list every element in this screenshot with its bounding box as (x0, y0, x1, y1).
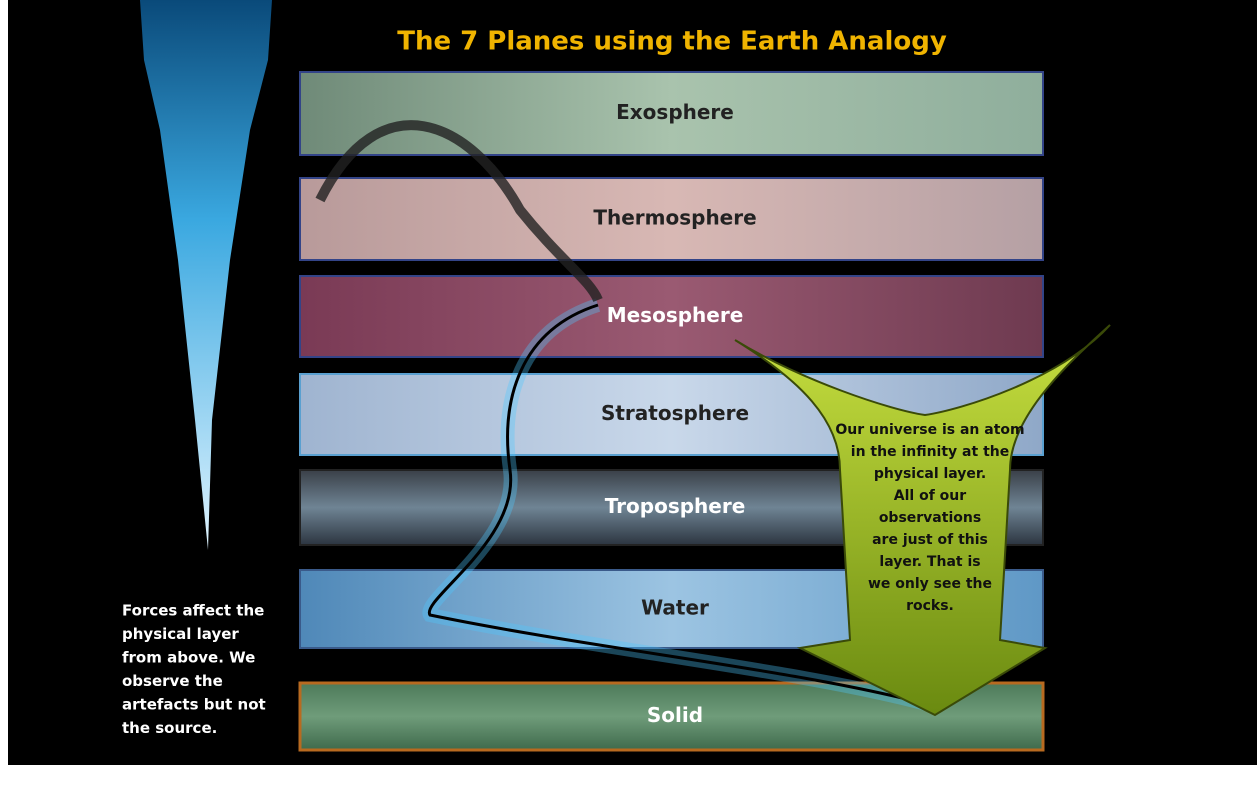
arrow-note-line: physical layer. (874, 466, 986, 482)
arrow-note-line: layer. That is (879, 554, 980, 570)
layer-label: Stratosphere (601, 401, 749, 425)
arrow-note-line: we only see the (868, 576, 992, 592)
layer-label: Troposphere (605, 494, 746, 518)
arrow-note-line: in the infinity at the (851, 444, 1009, 460)
left-note-line: Forces affect the (122, 602, 264, 620)
left-note-line: artefacts but not (122, 696, 266, 714)
arrow-note-line: rocks. (906, 598, 954, 614)
left-note-line: physical layer (122, 625, 239, 643)
layer-label: Water (641, 596, 709, 620)
left-note-line: the source. (122, 719, 217, 737)
arrow-note-line: Our universe is an atom (835, 422, 1024, 438)
title: The 7 Planes using the Earth Analogy (397, 27, 947, 57)
layer-label: Solid (647, 703, 703, 727)
arrow-note-line: observations (879, 510, 981, 526)
arrow-note-line: are just of this (872, 532, 988, 548)
left-note-line: observe the (122, 672, 223, 690)
layer-label: Exosphere (616, 100, 734, 124)
layer-label: Mesosphere (607, 303, 744, 327)
arrow-note-line: All of our (894, 488, 966, 504)
slide: Exosphere Thermosphere Mesosphere Stratosph… (0, 0, 1257, 785)
left-note-line: from above. We (122, 649, 255, 667)
layer-label: Thermosphere (593, 206, 756, 230)
